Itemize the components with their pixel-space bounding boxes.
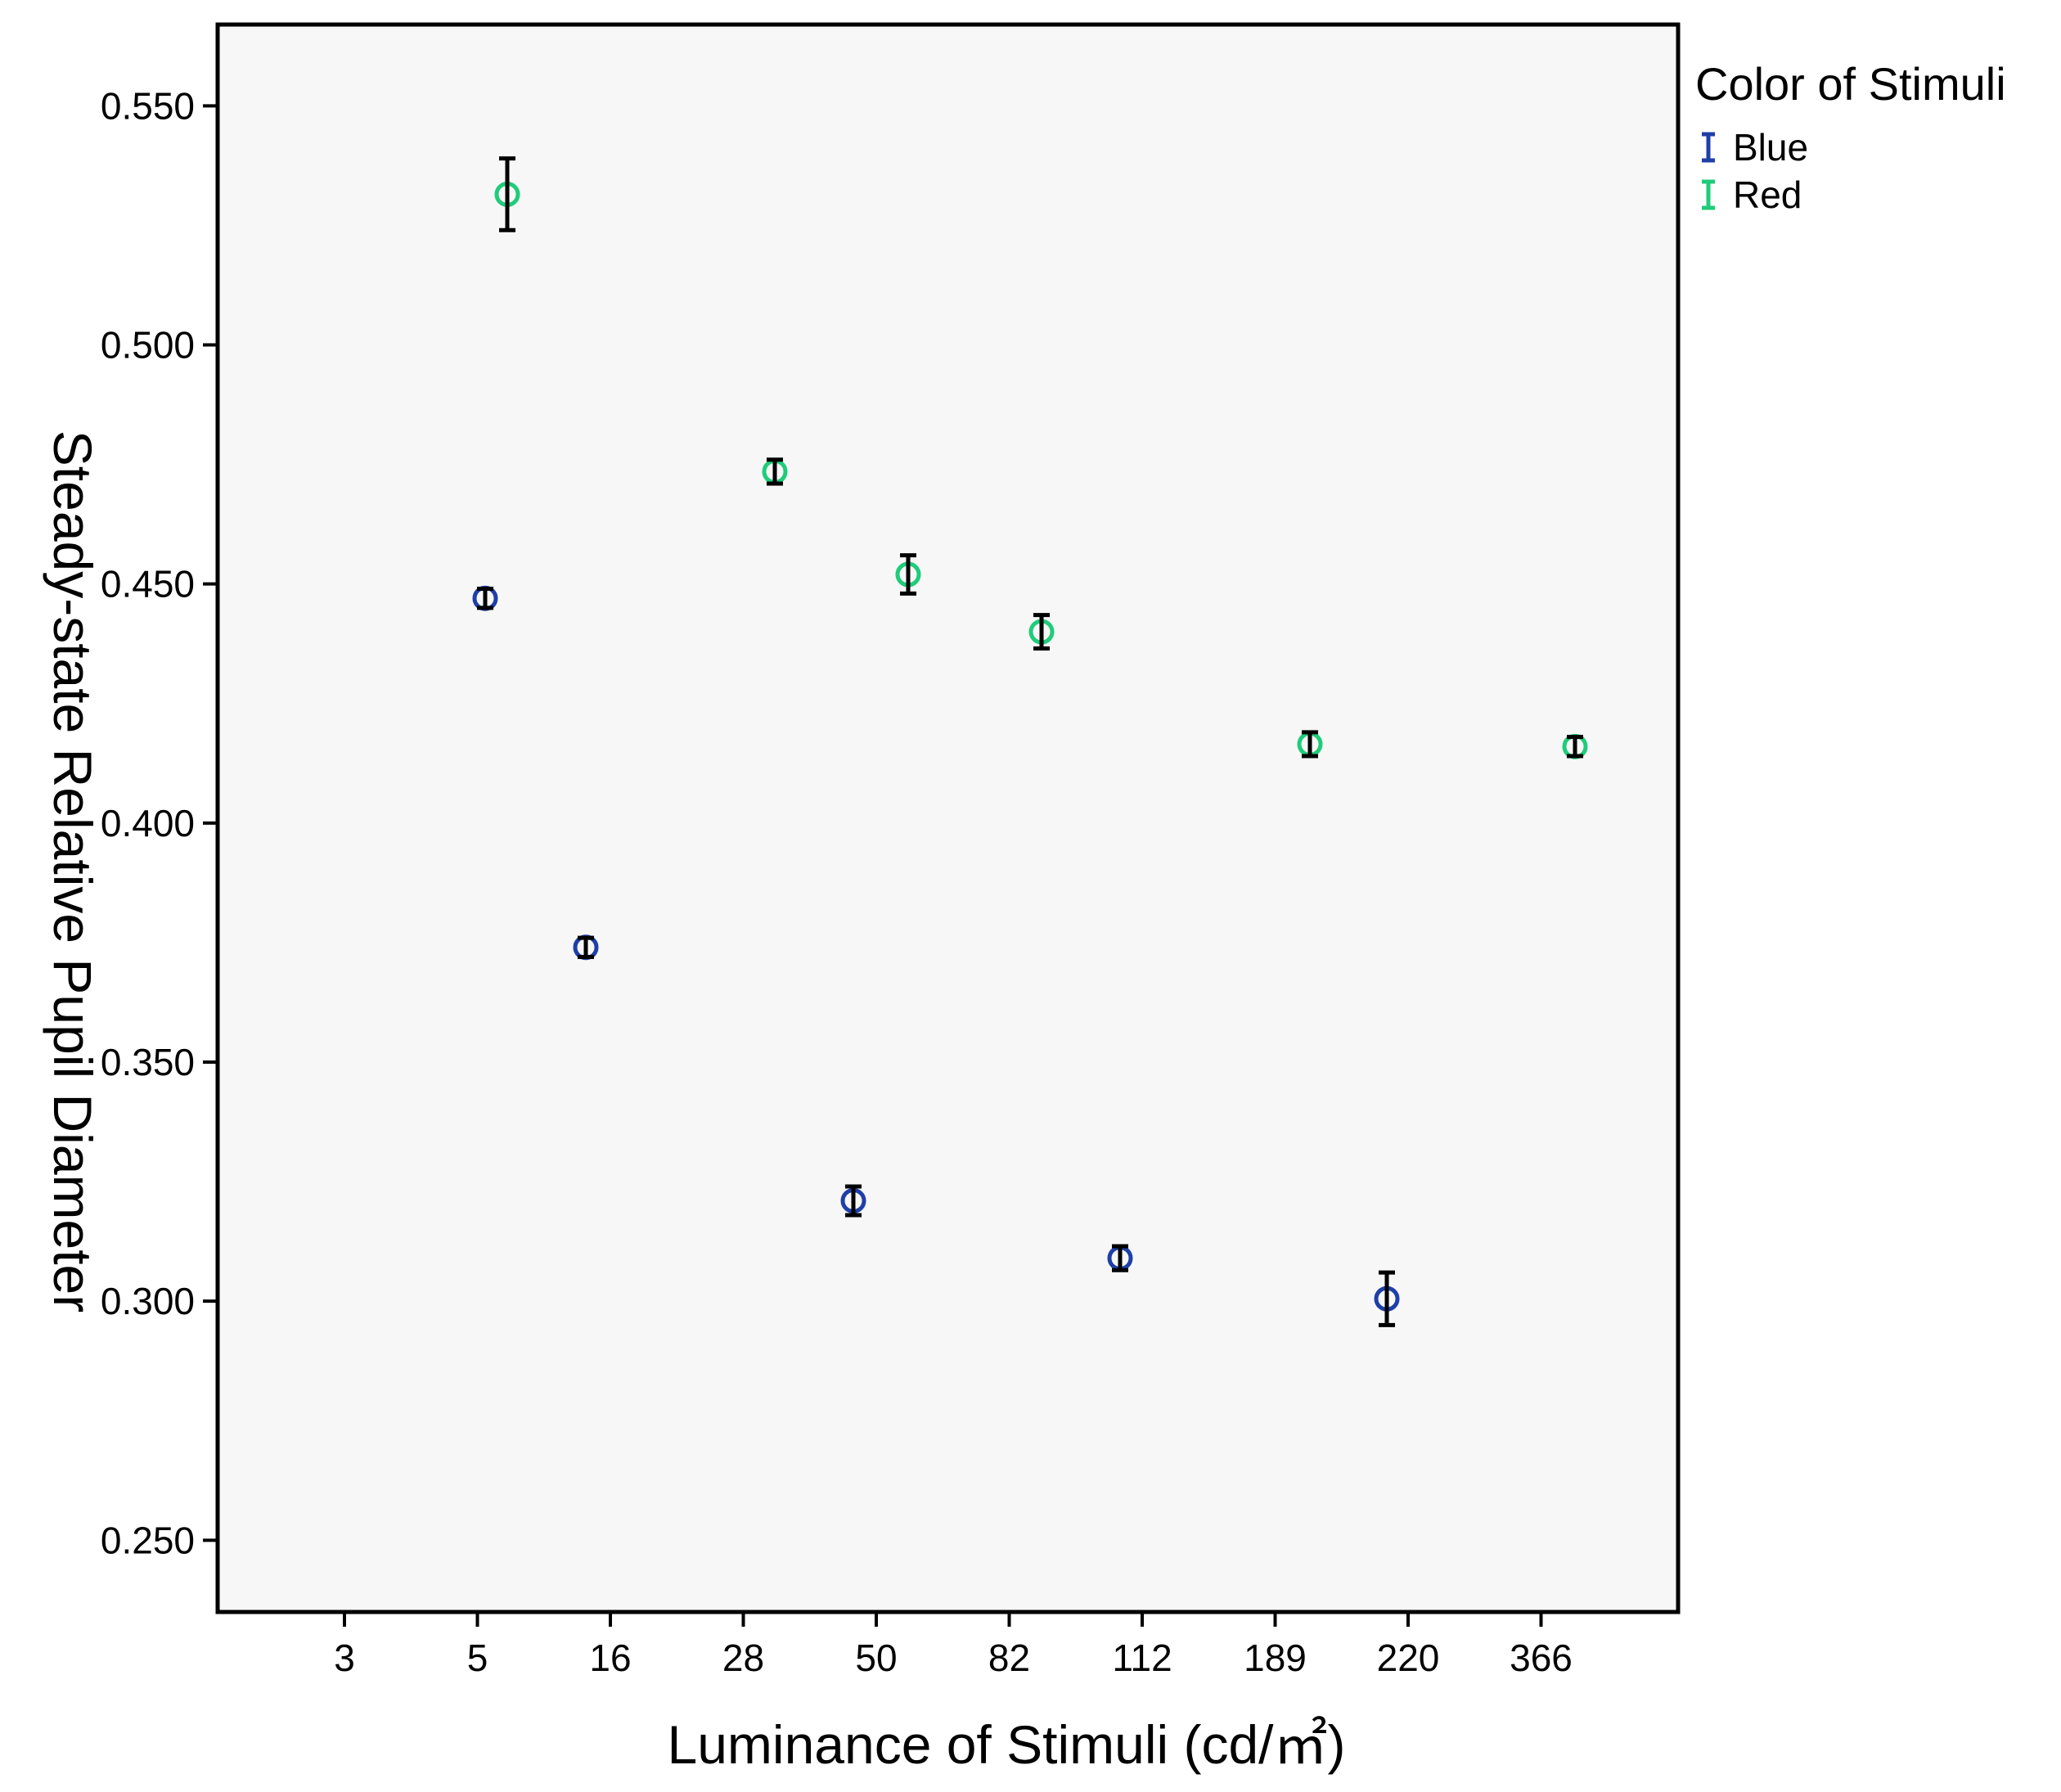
- y-axis-title: Steady-state Relative Pupil Diameter: [43, 430, 103, 1313]
- data-point: [1562, 733, 1588, 759]
- x-tick-label: 50: [855, 1637, 897, 1679]
- data-point: [472, 585, 498, 611]
- series-blue: [472, 585, 1400, 1327]
- y-tick-label: 0.400: [101, 802, 195, 844]
- data-point: [1028, 613, 1055, 651]
- series-layer: [472, 156, 1588, 1327]
- plot-area: [215, 22, 1681, 1614]
- x-tick-label: 82: [988, 1637, 1030, 1679]
- y-axis: 0.250 0.300 0.350 0.400 0.450 0.500 0.550: [101, 84, 218, 1561]
- x-tick-label: 28: [722, 1637, 764, 1679]
- series-red: [494, 156, 1588, 759]
- legend-item-blue: Blue: [1702, 126, 1808, 169]
- data-point: [1374, 1270, 1400, 1327]
- y-tick-label: 0.250: [101, 1519, 195, 1561]
- x-tick-label: 5: [467, 1637, 488, 1679]
- data-point: [573, 934, 599, 961]
- data-point: [840, 1184, 866, 1218]
- y-tick-label: 0.550: [101, 84, 195, 127]
- x-tick-label: 112: [1112, 1637, 1172, 1679]
- legend-label: Red: [1733, 173, 1802, 216]
- data-point: [1107, 1244, 1133, 1272]
- y-tick-label: 0.300: [101, 1280, 195, 1322]
- x-tick-label: 220: [1377, 1637, 1440, 1679]
- x-tick-label: 16: [589, 1637, 631, 1679]
- x-tick-label: 366: [1510, 1637, 1573, 1679]
- legend-item-red: Red: [1702, 173, 1802, 216]
- x-tick-label: 189: [1244, 1637, 1307, 1679]
- data-point: [1297, 730, 1323, 759]
- y-tick-label: 0.450: [101, 563, 195, 606]
- legend-label: Blue: [1733, 126, 1808, 169]
- y-tick-label: 0.350: [101, 1041, 195, 1083]
- data-point: [494, 156, 520, 232]
- data-point: [762, 457, 788, 486]
- x-axis-title: Luminance of Stimuli (cd/㎡): [668, 1714, 1346, 1775]
- y-tick-label: 0.500: [101, 324, 195, 367]
- legend-title: Color of Stimuli: [1695, 58, 2006, 110]
- data-point: [895, 553, 921, 596]
- x-tick-label: 3: [334, 1637, 355, 1679]
- x-axis: 3 5 16 28 50 82 112 189 220 366: [334, 1612, 1573, 1679]
